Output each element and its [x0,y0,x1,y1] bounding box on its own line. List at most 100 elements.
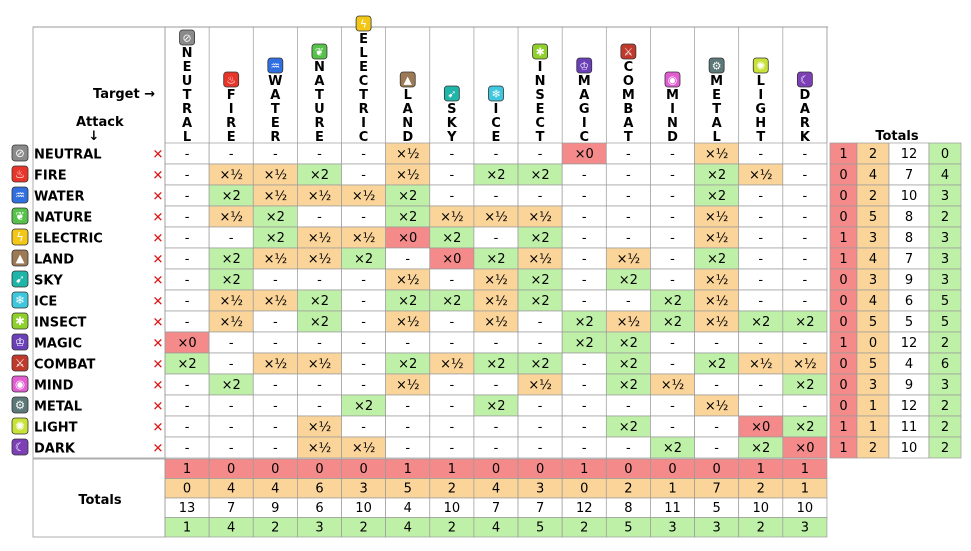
column-total-cell [782,517,828,538]
matchup-value: ×2 [398,189,417,204]
row-type-name: NATURE [34,211,92,226]
column-header-letter: L [757,74,765,89]
matchup-value: ×½ [352,231,376,246]
matchup-value: - [361,147,366,162]
row-total-value: 5 [905,315,913,330]
row-total-value: 10 [901,189,918,204]
matchup-value: - [185,399,190,414]
matchup-value: - [405,252,410,267]
column-header-letter: E [315,130,324,145]
matchup-value: ×½ [749,357,773,372]
remove-type-button[interactable]: ✕ [153,316,164,331]
matchup-value: - [538,399,543,414]
matchup-value: - [670,231,675,246]
matchup-value: ×½ [219,315,243,330]
matchup-value: ×2 [795,420,814,435]
matchup-value: ×2 [442,231,461,246]
column-header-letter: R [182,102,192,117]
svg-text:⚙: ⚙ [15,398,25,412]
remove-type-button[interactable]: ✕ [153,421,164,436]
column-header-letter: A [800,102,810,117]
remove-type-button[interactable]: ✕ [153,295,164,310]
row-type-name: SKY [34,274,63,289]
remove-type-button[interactable]: ✕ [153,400,164,415]
column-header-land: LAND LAND [402,88,413,145]
remove-type-button[interactable]: ✕ [153,169,164,184]
column-header-letter: B [623,102,633,117]
matchup-value: - [185,147,190,162]
remove-type-button[interactable]: ✕ [153,442,164,457]
matchup-value: ×2 [486,357,505,372]
row-total-value: 8 [905,231,913,246]
matchup-value: - [626,399,631,414]
column-header-letter: I [758,88,763,103]
column-header-letter: Y [446,130,457,145]
column-header-letter: C [359,130,369,145]
remove-type-button[interactable]: ✕ [153,337,164,352]
remove-type-button[interactable]: ✕ [153,253,164,268]
column-header-letter: E [183,60,192,75]
matchup-value: - [582,420,587,435]
svg-text:➹: ➹ [447,87,456,100]
matchup-value: - [758,294,763,309]
row-total-value: 3 [941,189,949,204]
column-header-label: FIRE [231,9,234,11]
remove-type-button[interactable]: ✕ [153,274,164,289]
column-header-label: DARK [805,8,808,11]
column-header-letter: W [268,74,282,89]
column-header-letter: T [756,130,765,145]
matchup-value: - [714,378,719,393]
svg-text:⊘: ⊘ [15,146,25,160]
matchup-value: - [582,210,587,225]
matchup-value: ×½ [617,252,641,267]
column-header-letter: T [536,130,545,145]
column-header-letter: A [712,116,722,131]
matchup-value: ×½ [617,315,641,330]
remove-type-button[interactable]: ✕ [153,148,164,163]
remove-type-button[interactable]: ✕ [153,379,164,394]
matchup-value: ×½ [705,399,729,414]
row-type-name: MIND [34,379,74,394]
column-total-value: 0 [668,462,676,477]
type-row-metal: METAL ✕ - - - - ×2 - - ×2 - - - - ×½ - - 0 1 12 2 [34,394,962,417]
column-header-label: MAGIC [584,8,588,11]
row-total-value: 12 [901,147,918,162]
remove-type-button[interactable]: ✕ [153,211,164,226]
row-total-value: 5 [941,294,949,309]
matchup-value: ×½ [352,441,376,456]
type-row-ice: ICE ✕ - ×½ ×½ ×2 - ×2 ×2 ×½ ×2 - - ×2 ×½ - - 0 4 6 5 [34,289,962,312]
dark-icon: ☾ [11,438,29,456]
matchup-value: ×2 [619,378,638,393]
matchup-value: ×½ [528,210,552,225]
row-total-value: 0 [839,210,847,225]
row-total-value: 5 [869,315,877,330]
column-header-letter: M [710,74,723,89]
matchup-value: - [626,189,631,204]
column-total-value: 1 [801,462,809,477]
remove-type-button[interactable]: ✕ [153,358,164,373]
column-total-value: 7 [712,482,720,497]
type-row-combat: COMBAT ✕ ×2 - ×½ ×½ - ×2 ×½ ×2 ×2 - ×2 - ×2 ×½ ×½ 0 5 4 6 [34,352,962,375]
matchup-value: - [670,399,675,414]
matchup-value: ×½ [352,189,376,204]
matchup-value: - [538,147,543,162]
column-header-letter: I [494,102,499,117]
column-total-value: 2 [624,482,632,497]
column-total-value: 3 [712,521,720,536]
column-totals-row: 13 7 9 6 10 4 10 7 7 12 8 11 5 10 10 [164,497,828,518]
column-header-letter: N [535,74,546,89]
column-header-letter: E [271,116,280,131]
column-header-mind: MIND MIND [666,88,679,145]
type-row-electric: ELECTRIC ✕ - - ×2 ×½ ×½ ×0 ×2- ×2- - - ×½ - -1 3 8 3 [34,226,962,249]
type-row-light: LIGHT ✕ - - - ×½ - - - - - - ×2- - ×0 ×2 1 1 11 2 [34,415,962,438]
totals-footer-frame [32,458,166,538]
remove-type-button[interactable]: ✕ [153,190,164,205]
matchup-value: - [185,252,190,267]
column-total-value: 10 [797,501,814,516]
combat-icon: ⚔ [11,354,29,372]
column-header-letter: C [491,116,501,131]
row-total-value: 1 [869,420,877,435]
column-header-letter: T [183,88,192,103]
remove-type-button[interactable]: ✕ [153,232,164,247]
row-total-value: 2 [941,336,949,351]
